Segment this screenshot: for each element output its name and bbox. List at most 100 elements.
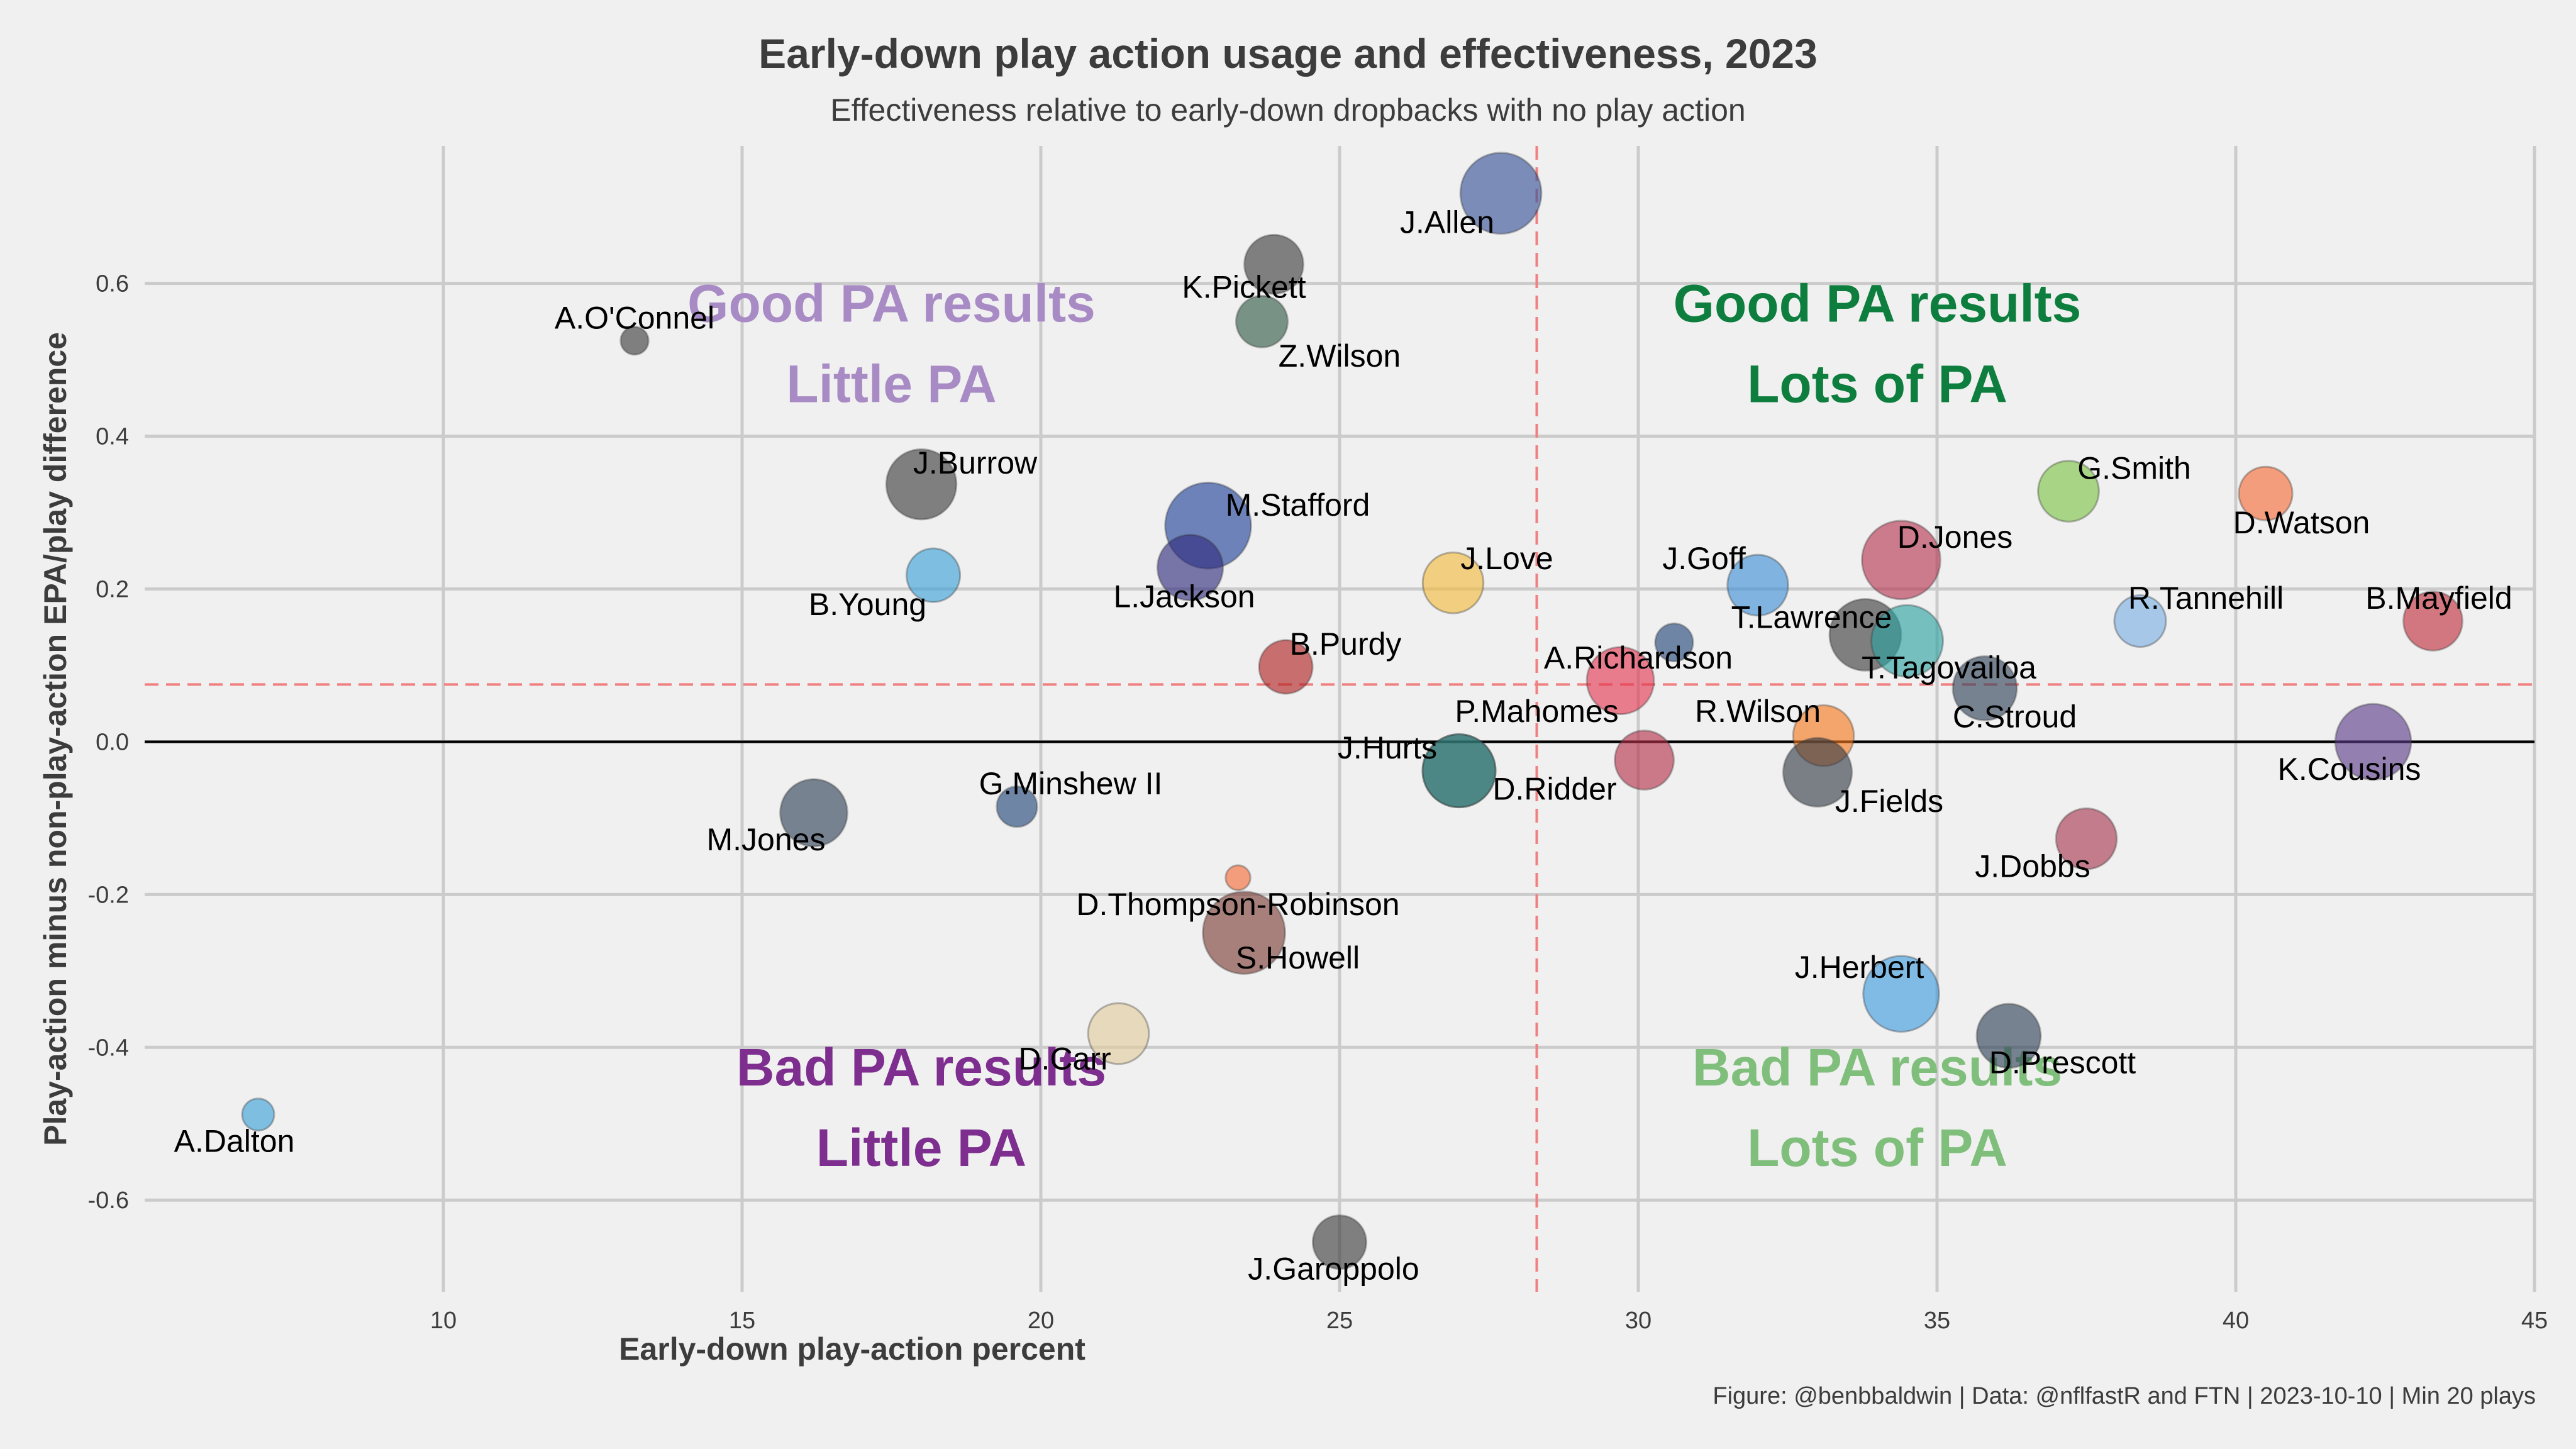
x-tick-label: 45 <box>2521 1307 2548 1334</box>
point-label: J.Fields <box>1835 784 1943 819</box>
point-label: J.Allen <box>1400 204 1494 240</box>
data-point <box>2055 807 2118 870</box>
chart-subtitle: Effectiveness relative to early-down dro… <box>830 92 1745 128</box>
data-point <box>1235 294 1289 348</box>
point-label: B.Purdy <box>1290 626 1402 662</box>
data-point <box>1654 622 1694 663</box>
data-point <box>1975 1002 2042 1069</box>
point-label: P.Mahomes <box>1455 694 1618 729</box>
point-label: D.Prescott <box>1989 1045 2136 1080</box>
point-label: D.Jones <box>1897 519 2012 555</box>
point-label: J.Herbert <box>1795 950 1924 985</box>
point-label: L.Jackson <box>1113 579 1255 614</box>
reference-lines <box>145 146 2534 1292</box>
point-labels: A.O'Connel K.Pickett Z.Wilson J.Allen J.Burr… <box>174 204 2512 1286</box>
y-axis-label: Play-action minus non-play-action EPA/pl… <box>38 332 73 1146</box>
point-label: J.Garoppolo <box>1248 1252 1419 1287</box>
data-point <box>2113 594 2167 648</box>
data-point <box>1224 864 1252 891</box>
y-tick-label: 0.4 <box>96 424 129 450</box>
data-point <box>1421 551 1485 614</box>
point-label: D.Watson <box>2233 505 2370 540</box>
point-label: T.Lawrence <box>1731 599 1892 635</box>
x-tick-label: 15 <box>729 1307 755 1334</box>
quadrant-label: Good PA results <box>687 274 1096 333</box>
point-label: B.Mayfield <box>2365 580 2512 616</box>
point-label: D.Carr <box>1018 1041 1111 1077</box>
point-label: K.Cousins <box>2278 752 2421 787</box>
data-point <box>885 448 958 521</box>
data-point <box>1614 730 1675 791</box>
data-point <box>779 778 848 848</box>
quadrant-label: Good PA results <box>1674 274 2082 333</box>
y-tick-label: -0.2 <box>88 882 129 908</box>
point-label: D.Ridder <box>1492 772 1616 807</box>
data-point <box>2238 465 2294 521</box>
point-label: A.Dalton <box>174 1124 295 1159</box>
x-tick-label: 40 <box>2223 1307 2249 1334</box>
data-point <box>1087 1002 1150 1065</box>
data-point <box>1156 533 1224 602</box>
quadrant-label: Little PA <box>786 354 996 413</box>
data-point <box>996 785 1038 828</box>
data-point <box>1726 553 1789 617</box>
data-point <box>1258 639 1314 695</box>
data-point <box>1782 736 1853 808</box>
quadrant-label: Lots of PA <box>1747 354 2007 413</box>
data-points <box>241 152 2463 1270</box>
point-label: M.Jones <box>707 822 826 857</box>
data-point <box>1862 955 1940 1033</box>
point-label: T.Tagovailoa <box>1862 650 2036 686</box>
point-label: C.Stroud <box>1953 699 2077 734</box>
chart-title: Early-down play action usage and effecti… <box>758 30 1818 77</box>
quadrant-label: Lots of PA <box>1747 1118 2007 1177</box>
data-point <box>1243 233 1304 295</box>
point-label: J.Love <box>1460 541 1553 576</box>
point-label: S.Howell <box>1236 940 1360 975</box>
x-tick-label: 30 <box>1625 1307 1652 1334</box>
y-tick-label: -0.4 <box>88 1035 129 1061</box>
quadrant-labels: Good PA results Little PA Good PA results L… <box>687 274 2081 1177</box>
x-tick-label: 35 <box>1924 1307 1950 1334</box>
data-point <box>1202 891 1286 975</box>
quadrant-label: Little PA <box>816 1118 1026 1177</box>
data-point <box>1421 733 1497 809</box>
data-point <box>241 1097 275 1132</box>
point-label: R.Tannehill <box>2128 580 2284 616</box>
x-tick-label: 10 <box>430 1307 457 1334</box>
data-point <box>905 547 962 603</box>
data-point <box>1311 1214 1368 1270</box>
point-label: M.Stafford <box>1226 487 1370 523</box>
data-point <box>2334 702 2412 781</box>
y-tick-label: 0.2 <box>96 577 129 603</box>
point-label: K.Pickett <box>1182 270 1306 305</box>
point-label: R.Wilson <box>1695 694 1821 729</box>
x-tick-label: 20 <box>1028 1307 1054 1334</box>
point-label: B.Young <box>809 587 926 622</box>
point-label: A.Richardson <box>1544 640 1733 675</box>
data-point <box>1870 604 1944 678</box>
y-tick-label: 0.0 <box>96 729 129 755</box>
point-label: G.Smith <box>2077 451 2191 486</box>
point-label: J.Hurts <box>1338 730 1437 765</box>
x-tick-label: 25 <box>1326 1307 1353 1334</box>
data-point <box>2402 591 2463 652</box>
tick-labels: 10 15 20 25 30 35 40 45 -0.6 -0.4 -0.2 0.0 0.2 0.4 0.6 <box>88 271 2548 1334</box>
point-label: J.Dobbs <box>1975 848 2090 884</box>
data-point <box>2037 460 2100 523</box>
data-point <box>1951 655 2018 721</box>
point-label: G.Minshew II <box>979 766 1163 801</box>
point-label: J.Burrow <box>913 445 1038 480</box>
data-point <box>1459 152 1543 235</box>
point-label: Z.Wilson <box>1279 338 1401 374</box>
point-label: A.O'Connel <box>555 300 714 335</box>
point-label: D.Thompson-Robinson <box>1076 887 1399 922</box>
y-tick-label: 0.6 <box>96 271 129 297</box>
quadrant-label: Bad PA results <box>736 1038 1106 1097</box>
x-axis-label: Early-down play-action percent <box>619 1331 1085 1367</box>
y-tick-label: -0.6 <box>88 1187 129 1214</box>
chart-caption: Figure: @benbbaldwin | Data: @nflfastR a… <box>1713 1383 2536 1409</box>
data-point <box>1861 519 1941 601</box>
